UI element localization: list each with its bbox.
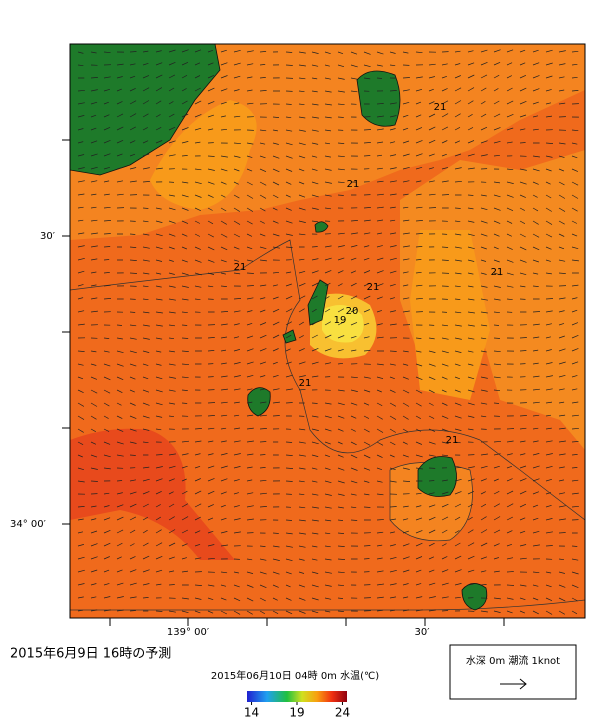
contour-label: 21 xyxy=(491,267,504,278)
subtitle: 2015年06月10日 04時 0m 水温(℃) xyxy=(211,669,379,682)
contour-label: 21 xyxy=(434,102,447,113)
colorbar xyxy=(247,691,347,702)
legend-box xyxy=(449,644,577,700)
island xyxy=(356,70,401,127)
lon-label: 30′ xyxy=(415,627,431,638)
contour-label: 21 xyxy=(446,435,459,446)
lat-label: 34° 00′ xyxy=(10,519,47,530)
contour-label: 19 xyxy=(334,315,347,326)
warm-zone xyxy=(400,150,585,450)
hot-zone xyxy=(70,428,235,560)
contour-label: 21 xyxy=(347,179,360,190)
contour-line xyxy=(70,239,585,611)
colorbar-tick-label: 24 xyxy=(335,706,350,720)
island xyxy=(307,279,329,326)
contour-label: 21 xyxy=(299,378,312,389)
warm-zone xyxy=(150,100,257,210)
map-area xyxy=(70,44,585,618)
legend-label: 水深 0m 潮流 1knot xyxy=(466,654,560,667)
frame-ticks xyxy=(62,139,505,626)
legend-arrow xyxy=(500,678,527,690)
island xyxy=(247,387,271,417)
lat-label: 30′ xyxy=(40,231,56,242)
island xyxy=(314,221,329,233)
warm-zone xyxy=(410,230,490,400)
map-frame xyxy=(69,43,586,619)
colorbar-tick-label: 14 xyxy=(244,706,259,720)
land xyxy=(70,44,221,176)
island xyxy=(461,583,488,611)
cool-zone xyxy=(322,305,364,343)
contour-label: 21 xyxy=(367,282,380,293)
contour-label: 20 xyxy=(346,306,359,317)
lon-label: 139° 00′ xyxy=(167,627,210,638)
colorbar-tick-label: 19 xyxy=(289,706,304,720)
current-arrows xyxy=(77,49,579,615)
contour-label: 21 xyxy=(234,262,247,273)
title: 2015年6月9日 16時の予測 xyxy=(10,647,171,662)
